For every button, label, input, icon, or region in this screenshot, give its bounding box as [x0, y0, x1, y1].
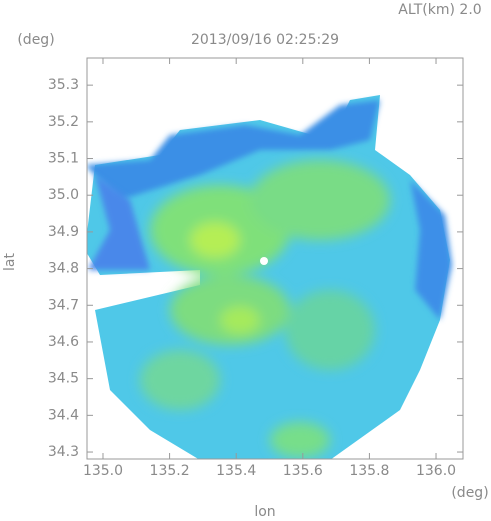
x-tick-label: 135.6 [283, 463, 323, 479]
altitude: ALT(km) 2.0 [398, 2, 481, 18]
y-axis-label: lat [2, 253, 18, 271]
chart-title: 2013/09/16 02:25:29 [191, 32, 339, 48]
y-tick-label: 34.3 [48, 444, 79, 460]
y-tick-label: 35.3 [48, 77, 79, 93]
y-tick-label: 34.4 [48, 407, 79, 423]
y-tick-label: 35.2 [48, 114, 79, 130]
radar-field [87, 95, 452, 459]
x-tick-label: 135.2 [150, 463, 190, 479]
y-tick-label: 34.5 [48, 371, 79, 387]
x-tick-label: 135.8 [349, 463, 389, 479]
x-tick-label: 135.0 [83, 463, 123, 479]
x-unit: (deg) [451, 485, 488, 501]
plot-frame [86, 57, 464, 460]
y-tick-label: 34.6 [48, 334, 79, 350]
x-tick-label: 135.4 [216, 463, 256, 479]
y-tick-label: 34.9 [48, 224, 79, 240]
y-tick-label: 34.7 [48, 297, 79, 313]
y-tick-label: 35.1 [48, 151, 79, 167]
y-unit: (deg) [17, 32, 54, 48]
y-tick-label: 35.0 [48, 187, 79, 203]
x-tick-label: 136.0 [416, 463, 456, 479]
y-tick-label: 34.8 [48, 261, 79, 277]
x-axis-label: lon [254, 504, 275, 520]
